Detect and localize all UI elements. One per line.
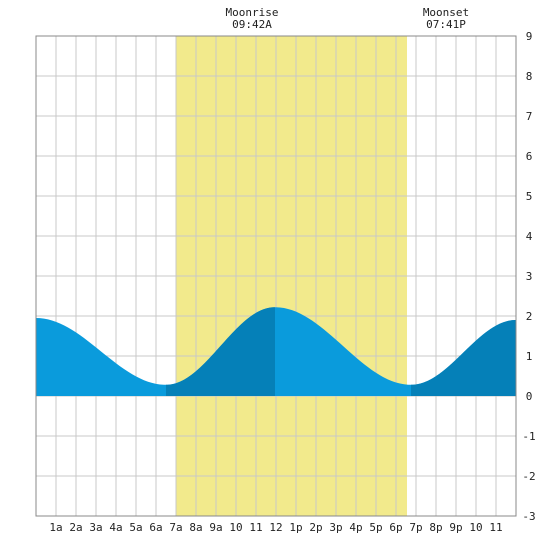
tide-area	[36, 307, 516, 396]
y-tick-label: -3	[522, 510, 535, 523]
x-tick-label: 2a	[69, 521, 82, 534]
x-tick-label: 11	[249, 521, 262, 534]
x-tick-label: 7p	[409, 521, 422, 534]
x-tick-label: 4p	[349, 521, 362, 534]
y-tick-label: -2	[522, 470, 535, 483]
x-tick-label: 1p	[289, 521, 302, 534]
x-tick-label: 8p	[429, 521, 442, 534]
x-tick-label: 3a	[89, 521, 102, 534]
y-tick-label: 5	[526, 190, 533, 203]
x-tick-label: 4a	[109, 521, 122, 534]
x-tick-label: 2p	[309, 521, 322, 534]
x-tick-label: 10	[229, 521, 242, 534]
x-tick-label: 10	[469, 521, 482, 534]
y-tick-label: 0	[526, 390, 533, 403]
x-tick-label: 3p	[329, 521, 342, 534]
moonrise-label: Moonrise	[226, 6, 279, 19]
x-tick-label: 5a	[129, 521, 142, 534]
x-tick-label: 6a	[149, 521, 162, 534]
x-tick-label: 7a	[169, 521, 182, 534]
plot-frame	[35, 35, 517, 517]
y-tick-label: 4	[526, 230, 533, 243]
y-tick-label: 6	[526, 150, 533, 163]
y-tick-label: 8	[526, 70, 533, 83]
tide-area-rising	[411, 320, 516, 396]
y-tick-label: 3	[526, 270, 533, 283]
x-tick-label: 8a	[189, 521, 202, 534]
moonrise-time: 09:42A	[232, 18, 272, 31]
y-tick-label: 7	[526, 110, 533, 123]
y-tick-label: 9	[526, 30, 533, 43]
y-tick-label: -1	[522, 430, 535, 443]
x-tick-label: 12	[269, 521, 282, 534]
moonset-time: 07:41P	[426, 18, 466, 31]
tide-area-rising	[166, 307, 275, 396]
y-tick-label: 1	[526, 350, 533, 363]
x-tick-label: 6p	[389, 521, 402, 534]
x-tick-label: 5p	[369, 521, 382, 534]
x-tick-label: 9a	[209, 521, 222, 534]
x-tick-label: 9p	[449, 521, 462, 534]
x-tick-label: 1a	[49, 521, 62, 534]
moonset-label: Moonset	[423, 6, 469, 19]
y-tick-label: 2	[526, 310, 533, 323]
x-tick-label: 11	[489, 521, 502, 534]
